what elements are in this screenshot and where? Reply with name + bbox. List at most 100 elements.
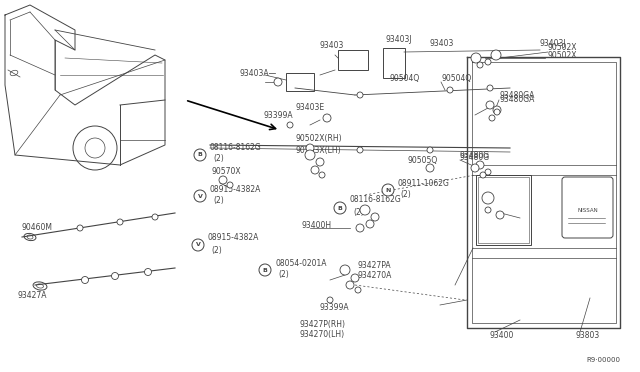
- Circle shape: [489, 115, 495, 121]
- Circle shape: [482, 192, 494, 204]
- Circle shape: [351, 274, 359, 282]
- Text: (2): (2): [211, 246, 221, 254]
- Circle shape: [366, 220, 374, 228]
- Circle shape: [486, 101, 494, 109]
- Circle shape: [382, 184, 394, 196]
- Text: (2): (2): [400, 190, 411, 199]
- Bar: [286, 73, 314, 91]
- Circle shape: [311, 166, 319, 174]
- Text: 93480G: 93480G: [460, 151, 490, 160]
- Text: 93403J: 93403J: [540, 38, 566, 48]
- Text: 90503X(LH): 90503X(LH): [295, 145, 340, 154]
- Text: 93400H: 93400H: [302, 221, 332, 230]
- Text: 93400: 93400: [490, 330, 515, 340]
- Text: 93403J: 93403J: [385, 35, 412, 45]
- Text: 93403A—: 93403A—: [240, 68, 277, 77]
- Text: 08915-4382A: 08915-4382A: [210, 186, 261, 195]
- Text: 90504Q: 90504Q: [441, 74, 471, 83]
- Bar: [338, 50, 368, 70]
- Text: 08054-0201A: 08054-0201A: [275, 259, 326, 267]
- Text: 90502X: 90502X: [548, 44, 577, 52]
- Circle shape: [194, 149, 206, 161]
- Text: R9·00000: R9·00000: [586, 357, 620, 363]
- Text: 934270(LH): 934270(LH): [300, 330, 345, 340]
- Circle shape: [274, 78, 282, 86]
- Text: 93399A: 93399A: [320, 304, 349, 312]
- Bar: [383, 48, 405, 78]
- Circle shape: [357, 92, 363, 98]
- Circle shape: [485, 169, 491, 175]
- Text: 08116-8162G: 08116-8162G: [350, 196, 402, 205]
- Text: 93403: 93403: [320, 41, 344, 49]
- Circle shape: [77, 225, 83, 231]
- Circle shape: [259, 264, 271, 276]
- Circle shape: [334, 202, 346, 214]
- Circle shape: [485, 59, 491, 65]
- Circle shape: [427, 147, 433, 153]
- Circle shape: [111, 273, 118, 279]
- Circle shape: [471, 53, 481, 63]
- Text: (2): (2): [213, 196, 224, 205]
- Text: 08911-1062G: 08911-1062G: [397, 179, 449, 187]
- Text: V: V: [196, 243, 200, 247]
- Text: 93480G: 93480G: [460, 154, 490, 163]
- Circle shape: [360, 205, 370, 215]
- Circle shape: [355, 287, 361, 293]
- Circle shape: [319, 172, 325, 178]
- Circle shape: [194, 190, 206, 202]
- Bar: [478, 177, 529, 243]
- Text: 90460M: 90460M: [22, 224, 53, 232]
- Text: V: V: [198, 193, 202, 199]
- Text: (2): (2): [213, 154, 224, 163]
- Text: 93427P(RH): 93427P(RH): [300, 321, 346, 330]
- Circle shape: [327, 297, 333, 303]
- Circle shape: [219, 176, 227, 184]
- Circle shape: [371, 213, 379, 221]
- Circle shape: [494, 109, 500, 115]
- Text: B: B: [262, 267, 268, 273]
- Circle shape: [357, 147, 363, 153]
- Circle shape: [145, 269, 152, 276]
- Text: 93427PA: 93427PA: [358, 260, 392, 269]
- Text: 93803: 93803: [575, 330, 599, 340]
- Circle shape: [152, 214, 158, 220]
- Circle shape: [471, 164, 479, 172]
- Circle shape: [287, 122, 293, 128]
- Text: 08116-8162G: 08116-8162G: [210, 144, 262, 153]
- Circle shape: [356, 224, 364, 232]
- Text: 93403: 93403: [430, 38, 454, 48]
- Text: 90504Q: 90504Q: [390, 74, 420, 83]
- Circle shape: [426, 164, 434, 172]
- Text: 90570X: 90570X: [212, 167, 242, 176]
- Circle shape: [305, 150, 315, 160]
- Circle shape: [487, 85, 493, 91]
- Text: B: B: [198, 153, 202, 157]
- Text: (2): (2): [278, 270, 289, 279]
- Circle shape: [485, 207, 491, 213]
- Circle shape: [447, 87, 453, 93]
- Text: 93480GA: 93480GA: [500, 96, 536, 105]
- Text: 934270A: 934270A: [358, 270, 392, 279]
- Text: 08915-4382A: 08915-4382A: [208, 234, 259, 243]
- Circle shape: [346, 281, 354, 289]
- Text: NISSAN: NISSAN: [578, 208, 598, 212]
- Circle shape: [493, 106, 501, 114]
- Circle shape: [117, 219, 123, 225]
- Text: 93399A: 93399A: [263, 110, 292, 119]
- Text: (2): (2): [353, 208, 364, 217]
- Circle shape: [227, 182, 233, 188]
- Circle shape: [306, 144, 314, 152]
- Circle shape: [323, 114, 331, 122]
- Text: 90502X(RH): 90502X(RH): [295, 134, 342, 142]
- Text: 93427A: 93427A: [18, 291, 47, 299]
- Text: 90505Q: 90505Q: [408, 155, 438, 164]
- Circle shape: [480, 172, 486, 178]
- Text: N: N: [385, 187, 390, 192]
- Circle shape: [192, 239, 204, 251]
- Text: 90502X: 90502X: [548, 51, 577, 60]
- Circle shape: [477, 62, 483, 68]
- Circle shape: [81, 276, 88, 283]
- Circle shape: [491, 50, 501, 60]
- Circle shape: [316, 158, 324, 166]
- Text: 93480GA: 93480GA: [499, 90, 534, 99]
